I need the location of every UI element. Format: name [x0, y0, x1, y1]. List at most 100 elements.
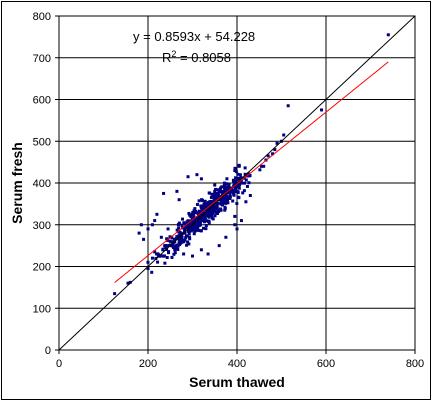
data-point — [232, 192, 236, 196]
data-point — [172, 252, 176, 256]
y-tick-label: 500 — [33, 136, 51, 148]
y-tick-label: 100 — [33, 303, 51, 315]
data-point — [210, 216, 214, 220]
data-point — [225, 177, 229, 181]
data-point — [218, 188, 222, 192]
data-point — [176, 248, 180, 252]
data-point — [153, 219, 157, 223]
data-point — [156, 260, 160, 264]
data-point — [196, 228, 200, 232]
data-point — [159, 254, 163, 258]
r-squared-label: R2 = 0.8058 — [162, 49, 231, 65]
data-point — [212, 195, 216, 199]
data-point — [219, 202, 223, 206]
x-axis-ticks: 0 200 400 600 800 — [56, 350, 424, 370]
data-point — [242, 181, 246, 185]
data-point — [239, 181, 243, 185]
data-point — [206, 252, 210, 256]
data-point — [198, 223, 202, 227]
data-point — [191, 254, 194, 258]
data-point — [170, 236, 174, 240]
data-point — [198, 214, 202, 218]
data-point — [202, 218, 206, 222]
data-point — [266, 154, 270, 158]
data-point — [175, 243, 179, 247]
data-point — [193, 207, 197, 211]
data-point — [242, 189, 246, 193]
data-point — [200, 214, 204, 218]
data-point — [219, 208, 223, 212]
data-point — [223, 208, 227, 212]
y-tick-label: 700 — [33, 53, 51, 65]
data-point — [262, 164, 266, 168]
data-point — [199, 204, 203, 208]
y-tick-label: 0 — [45, 345, 51, 357]
data-point — [187, 221, 191, 225]
data-point — [177, 226, 181, 230]
data-point — [237, 184, 241, 188]
data-point — [207, 219, 211, 223]
data-point — [215, 196, 219, 200]
data-point — [208, 200, 212, 204]
data-point — [228, 193, 232, 197]
data-point — [189, 213, 193, 217]
x-tick-label: 0 — [56, 358, 62, 370]
data-point — [170, 255, 174, 259]
data-point — [164, 246, 168, 250]
data-point — [230, 189, 234, 193]
data-point — [202, 226, 206, 230]
data-point — [195, 217, 199, 221]
data-point — [155, 252, 159, 256]
data-point — [237, 186, 241, 190]
regression-equation: y = 0.8593x + 54.228 — [133, 29, 255, 44]
data-point — [175, 235, 179, 239]
data-point — [202, 207, 206, 211]
data-point — [128, 280, 132, 284]
data-point — [273, 148, 277, 152]
data-point — [227, 187, 231, 191]
data-point — [243, 172, 247, 176]
data-point — [173, 251, 177, 255]
data-point — [207, 215, 211, 219]
data-point — [178, 232, 182, 236]
data-point — [191, 211, 195, 215]
data-point — [225, 182, 229, 186]
data-point — [183, 229, 187, 233]
data-point — [212, 197, 216, 201]
data-point — [235, 227, 239, 231]
data-point — [113, 292, 117, 296]
data-point — [142, 237, 146, 241]
data-point — [146, 267, 150, 271]
data-point — [213, 183, 217, 187]
data-point — [150, 223, 154, 227]
data-point — [165, 255, 169, 259]
data-point — [241, 191, 245, 195]
data-point — [208, 205, 212, 209]
data-point — [126, 281, 130, 285]
data-point — [156, 253, 160, 257]
y-axis-ticks: 0 100 200 300 400 500 600 700 800 — [33, 11, 59, 357]
data-point — [201, 211, 205, 215]
data-point — [227, 182, 231, 186]
data-point — [180, 217, 184, 221]
data-point — [166, 244, 170, 248]
data-point — [233, 186, 237, 190]
data-point — [223, 193, 227, 197]
data-point — [166, 227, 170, 231]
data-point — [199, 177, 203, 181]
data-point — [192, 223, 196, 227]
data-point — [232, 188, 236, 192]
identity-line — [58, 15, 416, 351]
y-tick-label: 300 — [33, 220, 51, 232]
y-tick-label: 800 — [33, 11, 51, 23]
data-point — [233, 223, 237, 227]
data-point — [177, 221, 181, 225]
x-axis-title: Serum thawed — [189, 374, 285, 390]
x-tick-label: 400 — [228, 358, 246, 370]
data-point — [150, 270, 154, 274]
data-point — [195, 203, 199, 207]
data-point — [176, 223, 180, 227]
data-point — [185, 234, 189, 238]
data-point — [213, 187, 217, 191]
